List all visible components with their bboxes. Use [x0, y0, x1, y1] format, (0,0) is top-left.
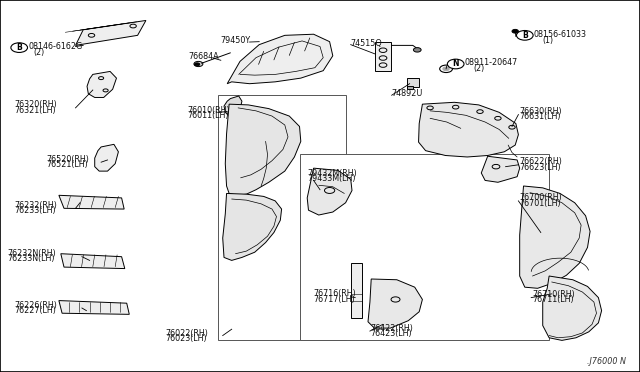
Bar [300, 154, 549, 340]
Text: 08146-6162G: 08146-6162G [28, 42, 83, 51]
Text: 76716(RH): 76716(RH) [314, 289, 356, 298]
Circle shape [447, 59, 464, 69]
Polygon shape [76, 20, 146, 45]
Text: 08911-20647: 08911-20647 [465, 58, 518, 67]
Text: 76684A: 76684A [189, 52, 220, 61]
Text: 76023(LH): 76023(LH) [165, 334, 207, 343]
Polygon shape [227, 34, 333, 84]
Text: 08156-61033: 08156-61033 [534, 30, 587, 39]
Text: 76011(LH): 76011(LH) [187, 111, 228, 120]
Polygon shape [223, 193, 282, 260]
Text: (2): (2) [33, 48, 45, 57]
Text: 76232N(RH): 76232N(RH) [8, 249, 56, 258]
Text: 76521(LH): 76521(LH) [46, 160, 88, 169]
Text: (2): (2) [474, 64, 485, 73]
Text: 76623(LH): 76623(LH) [520, 163, 561, 171]
Polygon shape [59, 195, 124, 209]
Circle shape [11, 43, 28, 52]
Circle shape [516, 31, 533, 40]
Text: 76022(RH): 76022(RH) [165, 329, 208, 338]
Circle shape [413, 48, 421, 52]
Text: 79432M(RH): 79432M(RH) [307, 169, 357, 178]
Text: .J76000 N: .J76000 N [587, 357, 626, 366]
Text: 76226(RH): 76226(RH) [14, 301, 57, 310]
Text: 76232(RH): 76232(RH) [14, 201, 57, 210]
Polygon shape [87, 71, 116, 97]
Text: 76227(LH): 76227(LH) [14, 306, 56, 315]
Bar [218, 95, 346, 340]
Text: 76630(RH): 76630(RH) [520, 107, 563, 116]
Text: 74515Q: 74515Q [351, 39, 383, 48]
Text: 76710(RH): 76710(RH) [532, 290, 575, 299]
Text: 76233N(LH): 76233N(LH) [8, 254, 55, 263]
Text: 74892U: 74892U [392, 89, 423, 98]
Polygon shape [307, 168, 352, 215]
Text: 79450Y: 79450Y [221, 36, 251, 45]
Text: B: B [522, 31, 527, 40]
Polygon shape [520, 186, 590, 288]
Polygon shape [225, 104, 301, 195]
Text: 76010(RH): 76010(RH) [187, 106, 230, 115]
Text: 76423(LH): 76423(LH) [370, 329, 412, 338]
Polygon shape [368, 279, 422, 328]
Circle shape [443, 67, 449, 71]
Text: 76711(LH): 76711(LH) [532, 295, 574, 304]
Polygon shape [95, 144, 118, 171]
Text: 76320(RH): 76320(RH) [14, 100, 57, 109]
Bar [407, 86, 413, 89]
Polygon shape [419, 102, 518, 157]
Polygon shape [61, 254, 125, 269]
Polygon shape [481, 156, 520, 182]
Bar [351, 263, 362, 318]
Bar [375, 42, 391, 71]
Text: B: B [17, 43, 22, 52]
Text: (1): (1) [543, 36, 554, 45]
Polygon shape [224, 96, 242, 116]
Text: N: N [452, 60, 459, 68]
Text: 76520(RH): 76520(RH) [46, 155, 89, 164]
Bar [407, 78, 419, 87]
Text: 79433M(LH): 79433M(LH) [307, 174, 356, 183]
Polygon shape [543, 276, 602, 340]
Polygon shape [59, 301, 129, 314]
Text: 76233(LH): 76233(LH) [14, 206, 56, 215]
Text: 76422(RH): 76422(RH) [370, 324, 413, 333]
Text: 76622(RH): 76622(RH) [520, 157, 563, 166]
Text: 76700(RH): 76700(RH) [520, 193, 563, 202]
Circle shape [194, 61, 203, 67]
Circle shape [512, 29, 518, 33]
Text: 76321(LH): 76321(LH) [14, 106, 56, 115]
Text: 76701(LH): 76701(LH) [520, 199, 561, 208]
Text: 76631(LH): 76631(LH) [520, 112, 561, 121]
Circle shape [195, 63, 200, 66]
Text: 76717(LH): 76717(LH) [314, 295, 355, 304]
